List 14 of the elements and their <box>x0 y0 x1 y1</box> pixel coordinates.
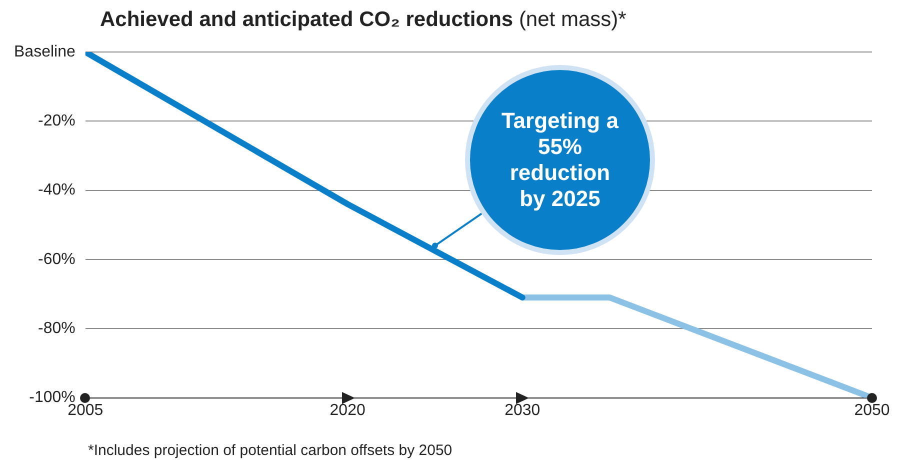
text: *Includes projection of potential carbon offsets by 2050 <box>88 442 452 459</box>
x-tick-label: 2030 <box>504 402 540 419</box>
y-tick-label: -20% <box>38 112 76 130</box>
x-tick-label: 2020 <box>330 402 366 419</box>
callout-circle: Targeting a 55% reduction by 2025 <box>464 64 655 255</box>
y-tick-label: -60% <box>38 250 76 268</box>
x-tick-label: 2050 <box>854 402 890 419</box>
chart-title: Achieved and anticipated CO₂ reductions <box>100 8 514 31</box>
chart-subtitle: (net mass)* <box>518 8 626 31</box>
y-tick-label: -40% <box>38 182 76 199</box>
y-tick-label: -80% <box>38 320 76 338</box>
annotation: Targeting a 55% reduction by 2025 <box>500 108 619 212</box>
x-tick-label: 2005 <box>68 402 104 419</box>
y-tick-label: Baseline <box>14 43 76 60</box>
